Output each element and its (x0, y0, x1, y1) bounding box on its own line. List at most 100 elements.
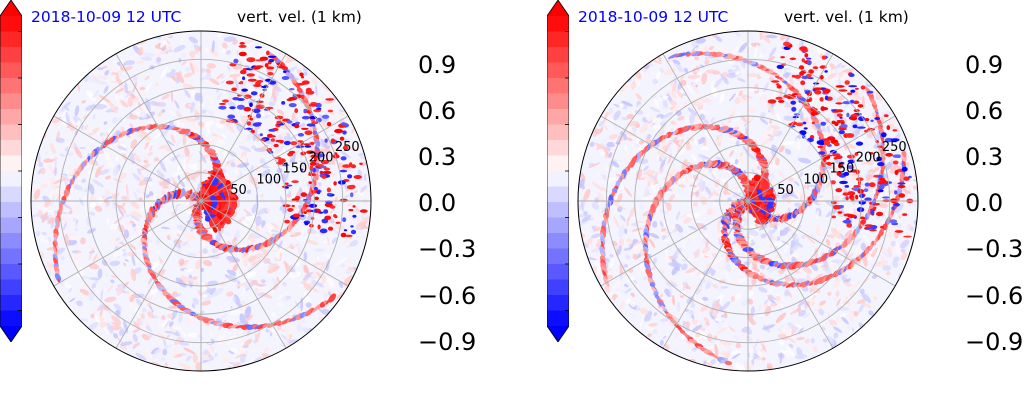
field-cell (50, 142, 57, 156)
field-cell (44, 261, 53, 268)
field-cell (285, 330, 290, 345)
field-cell (289, 150, 296, 154)
field-cell (51, 116, 63, 124)
field-cell (235, 282, 247, 287)
field-cell (342, 236, 352, 245)
field-cell (218, 335, 226, 340)
field-cell (184, 146, 190, 158)
colorbar-level (0, 155, 22, 172)
field-cell (168, 321, 174, 327)
field-cell (284, 171, 289, 182)
field-cell (328, 293, 337, 303)
field-cell (268, 128, 277, 132)
field-cell (220, 250, 232, 256)
field-cell (41, 231, 47, 236)
field-cell (222, 99, 229, 103)
field-cell (145, 194, 151, 199)
field-cell (91, 283, 97, 289)
field-cell (104, 70, 110, 76)
radial-tick-label: 100 (256, 172, 281, 187)
field-cell (322, 170, 332, 175)
field-cell (211, 40, 215, 53)
field-cell (113, 250, 124, 258)
field-cell (139, 163, 151, 171)
field-cell (258, 218, 263, 223)
field-cell (178, 362, 191, 370)
field-cell (343, 229, 348, 232)
field-cell (317, 224, 321, 230)
field-cell (255, 215, 262, 227)
field-cell (54, 167, 58, 176)
field-cell (206, 94, 214, 105)
field-cell (180, 275, 190, 284)
field-cell (136, 88, 145, 96)
field-cell (347, 146, 360, 152)
field-cell (115, 237, 121, 241)
field-cell (81, 275, 94, 280)
field-cell (319, 261, 329, 271)
field-cell (202, 260, 213, 267)
field-cell (201, 109, 207, 114)
field-cell (279, 140, 284, 144)
field-cell (55, 193, 62, 202)
field-cell (149, 100, 160, 107)
field-cell (48, 152, 61, 160)
field-cell (277, 325, 282, 330)
field-cell (316, 256, 320, 261)
field-cell (256, 208, 268, 216)
field-cell (240, 151, 248, 159)
field-cell (256, 52, 261, 57)
field-cell (296, 235, 307, 242)
field-cell (189, 61, 195, 75)
field-cell (68, 210, 73, 215)
field-cell (146, 235, 153, 244)
field-cell (293, 206, 300, 211)
field-cell (158, 144, 169, 150)
field-cell (157, 268, 166, 277)
field-cell (327, 226, 334, 231)
colorbar-extend-min (0, 326, 22, 342)
field-cell (287, 133, 298, 143)
field-cell (203, 329, 211, 337)
field-cell (80, 237, 86, 245)
field-cell (42, 178, 51, 184)
field-cell (110, 279, 115, 284)
field-cell (223, 36, 236, 42)
field-cell (312, 262, 325, 266)
field-cell (280, 147, 287, 161)
field-cell (194, 115, 200, 121)
field-cell (69, 235, 81, 241)
field-cell (177, 175, 181, 180)
colorbar-tick-label: 0.9 (418, 51, 457, 79)
field-cell (178, 58, 182, 63)
field-cell (132, 333, 138, 343)
field-cell (246, 189, 252, 195)
field-cell (197, 290, 203, 297)
colorbar-level (0, 233, 22, 249)
field-cell (155, 81, 160, 87)
field-cell (61, 108, 67, 120)
field-cell (237, 98, 245, 101)
field-cell (106, 284, 114, 293)
field-cell (59, 213, 68, 223)
field-cell (350, 229, 357, 235)
field-cell (323, 209, 329, 214)
colorbar-level (0, 202, 22, 218)
field-cell (303, 282, 312, 291)
field-cell (249, 102, 253, 108)
field-cell (332, 109, 338, 115)
field-cell (329, 218, 335, 224)
field-cell (304, 145, 312, 148)
field-cell (294, 243, 299, 247)
field-cell (104, 189, 111, 195)
field-cell (254, 46, 263, 49)
field-cell (350, 225, 354, 228)
field-cell (281, 101, 286, 105)
field-cell (174, 99, 180, 110)
field-cell (195, 259, 202, 270)
field-cell (319, 148, 328, 153)
field-cell (240, 99, 247, 106)
field-cell (223, 230, 232, 236)
field-cell (821, 127, 827, 133)
field-cell (91, 239, 98, 243)
